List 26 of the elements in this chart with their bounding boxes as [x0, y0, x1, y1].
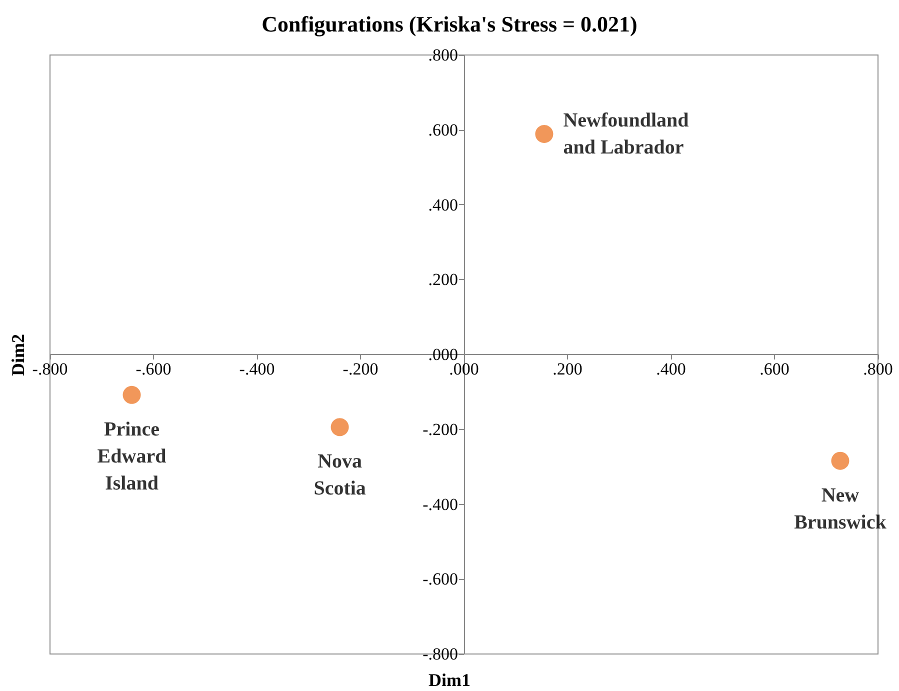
y-tick-label: .200 [428, 270, 458, 290]
x-tick-label: .400 [656, 360, 686, 378]
x-tick-label: .600 [760, 360, 790, 378]
y-tick-label: .800 [428, 46, 458, 64]
point [122, 386, 141, 404]
chart-title: Configurations (Kriska's Stress = 0.021) [262, 12, 638, 36]
y-tick-label: -.200 [422, 420, 458, 439]
point [330, 418, 349, 436]
y-tick-label: .400 [428, 195, 458, 214]
x-tick-label: .800 [863, 360, 893, 378]
point [831, 452, 850, 470]
annotation: Newfoundland and Labrador [563, 109, 689, 158]
x-tick-label: .200 [552, 360, 582, 378]
annotation: Nova Scotia [314, 450, 366, 500]
y-tick-label: .600 [428, 120, 458, 140]
x-axis-title: Dim1 [428, 670, 471, 690]
x-tick-label: -.800 [32, 360, 68, 378]
y-tick-label: -.600 [422, 570, 458, 589]
y-tick-label: -.400 [422, 494, 458, 514]
y-axis-title: Dim2 [8, 334, 28, 376]
x-tick-label: -.400 [239, 360, 275, 378]
point [535, 124, 554, 143]
annotation: Prince Edward Island [97, 418, 166, 494]
x-tick-label: -.200 [342, 360, 378, 378]
y-tick-label: -.800 [422, 644, 458, 664]
x-tick-label: -.600 [136, 360, 172, 378]
